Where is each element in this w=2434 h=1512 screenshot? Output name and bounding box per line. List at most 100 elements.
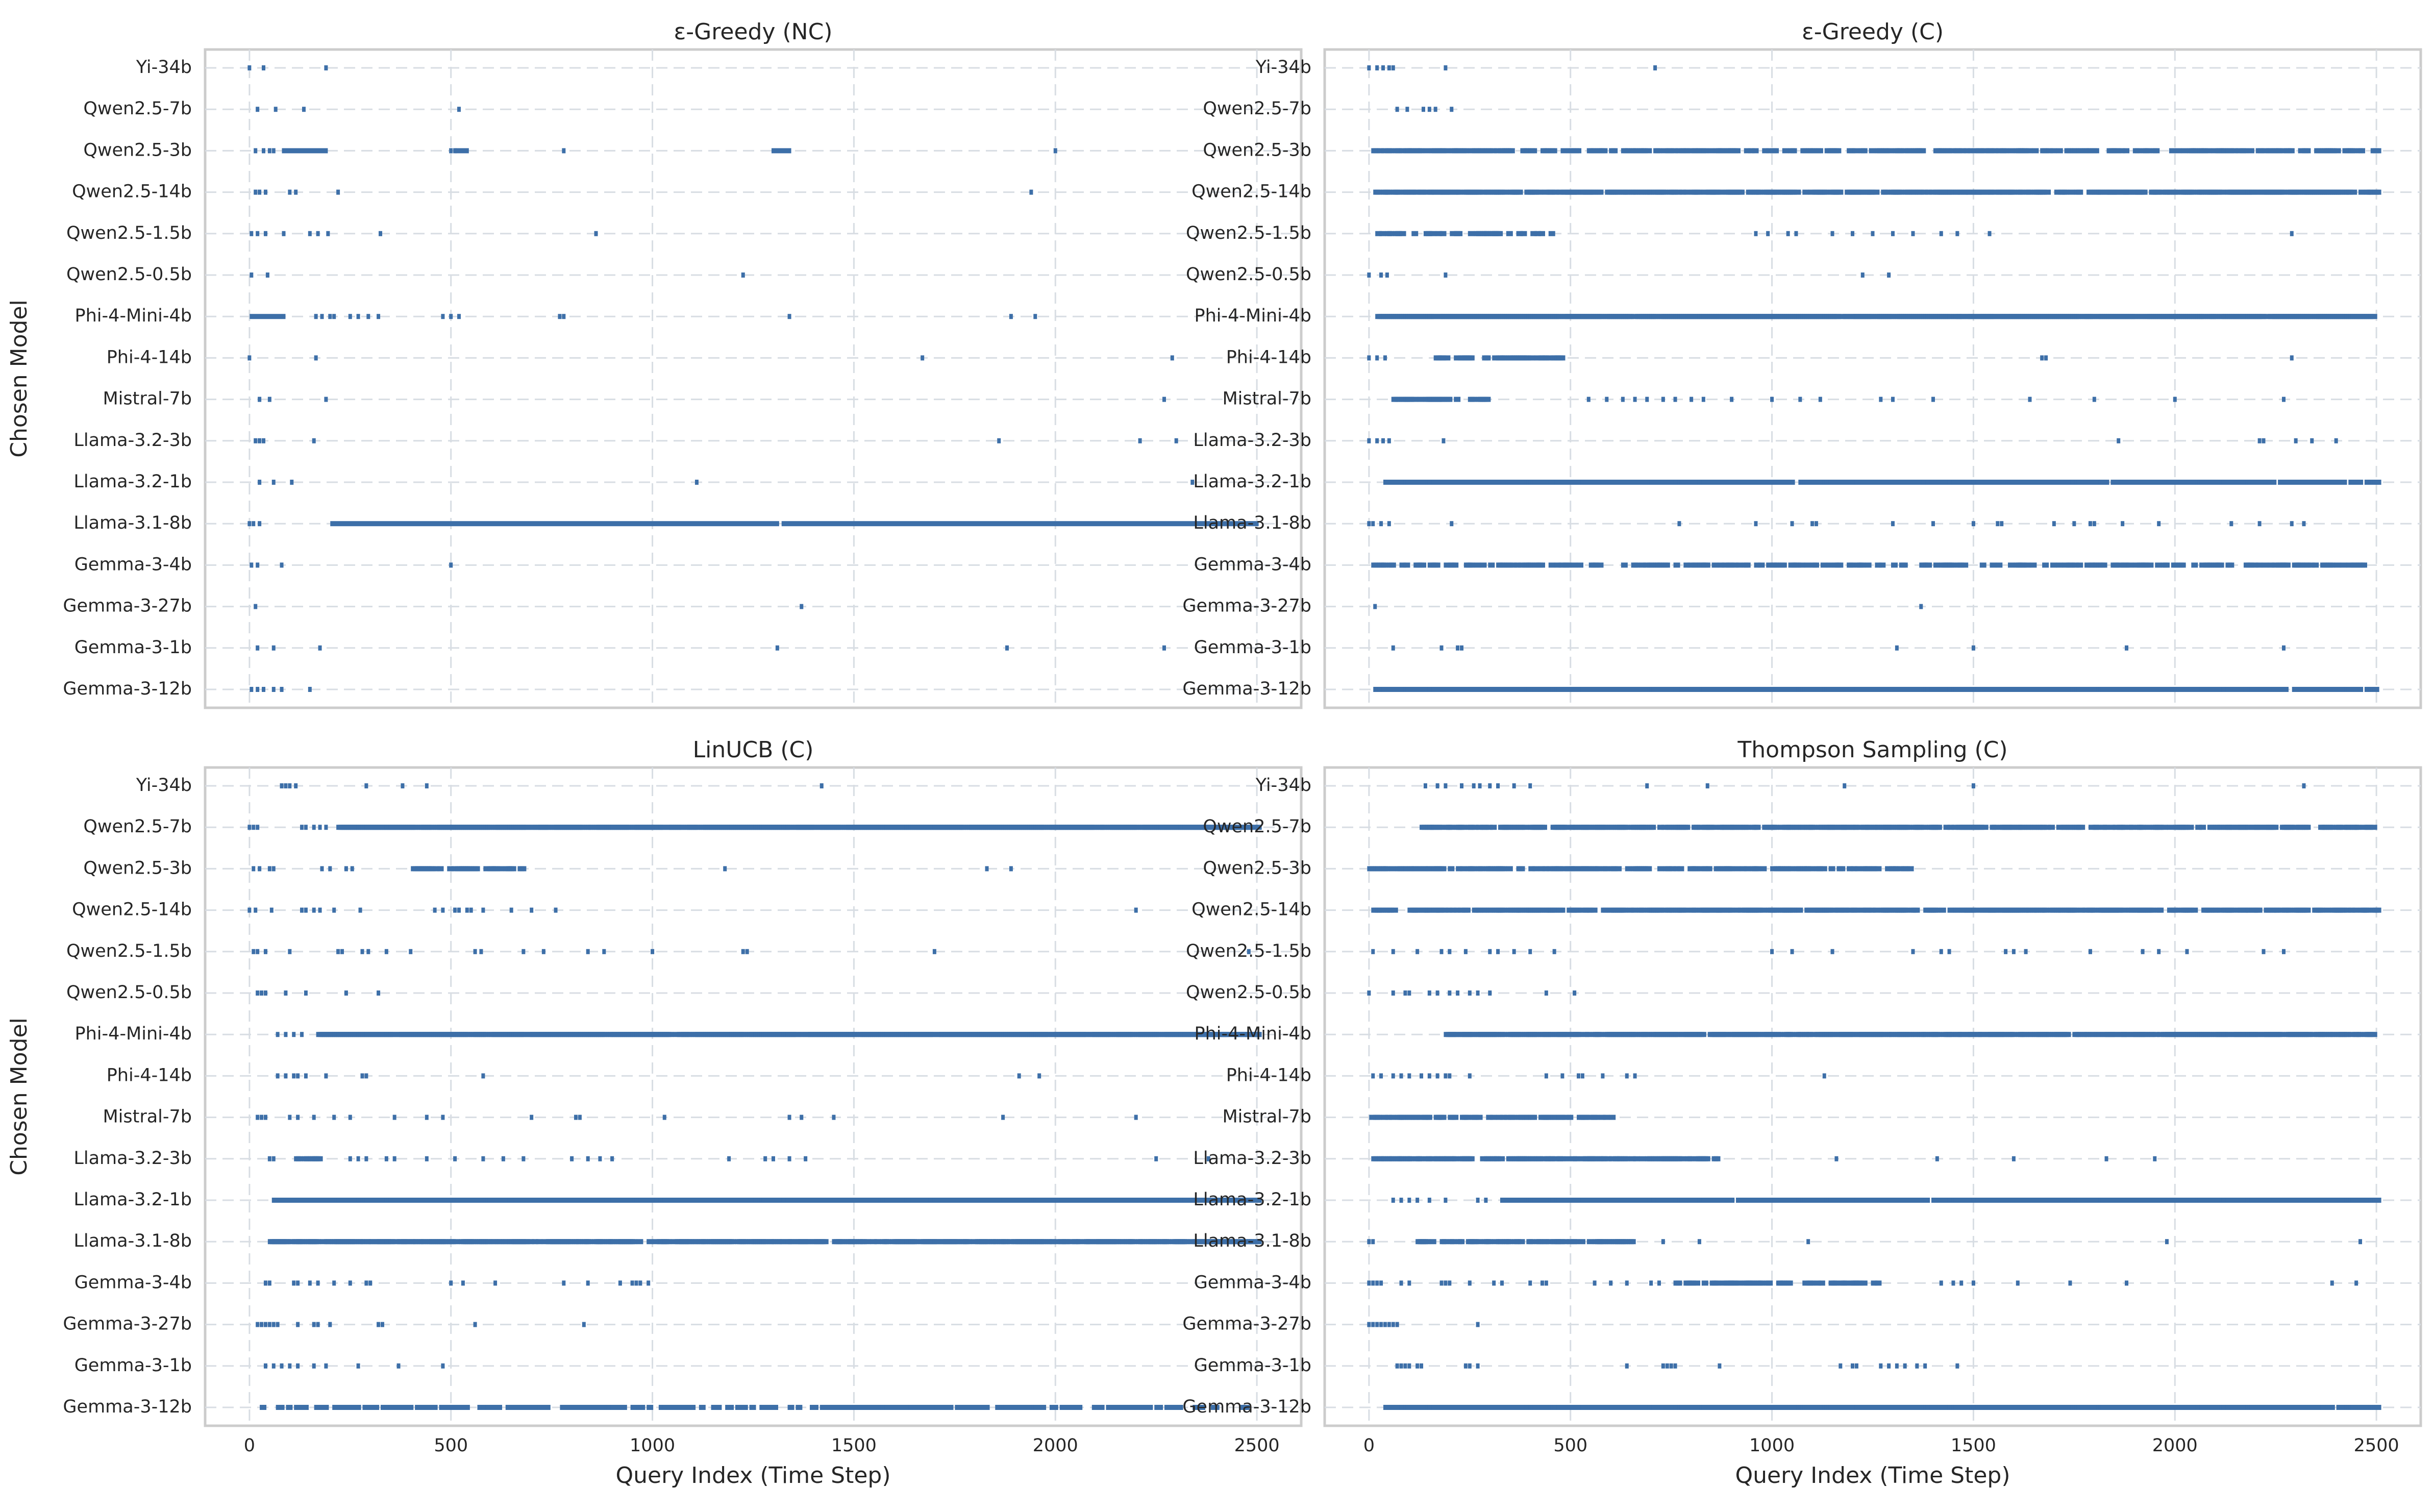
data-point xyxy=(1420,562,1427,568)
data-point xyxy=(267,148,271,154)
data-point xyxy=(2276,148,2283,154)
data-point xyxy=(1478,783,1482,788)
data-point xyxy=(1947,825,1954,830)
data-point xyxy=(366,949,370,954)
panel-thompson-sampling-c: Thompson Sampling (C)Yi-34bQwen2.5-7bQwe… xyxy=(1182,737,2422,1489)
data-point xyxy=(280,1363,284,1369)
data-point xyxy=(2072,521,2076,527)
data-point xyxy=(1514,562,1521,568)
data-point xyxy=(1959,314,1967,319)
data-point xyxy=(1548,189,1555,195)
data-point xyxy=(483,866,490,872)
data-point xyxy=(1667,687,1674,692)
data-point xyxy=(2002,148,2009,154)
series-Qwen2.5-3b xyxy=(254,148,1057,154)
data-point xyxy=(284,990,288,996)
data-point xyxy=(1516,189,1523,195)
y-tick-label: Qwen2.5-0.5b xyxy=(1186,982,1311,1003)
data-point xyxy=(267,1280,271,1286)
data-point xyxy=(2078,825,2085,830)
chart-title: Thompson Sampling (C) xyxy=(1737,737,2007,763)
data-point xyxy=(1597,562,1604,568)
data-point xyxy=(1871,231,1875,236)
data-point xyxy=(1949,148,1956,154)
data-point xyxy=(1423,189,1430,195)
y-tick-label: Yi-34b xyxy=(1255,57,1311,78)
data-point xyxy=(1007,1239,1014,1245)
data-point xyxy=(1891,562,1898,568)
data-point xyxy=(263,1114,267,1120)
data-point xyxy=(399,1405,406,1410)
data-point xyxy=(2026,189,2033,195)
data-point xyxy=(2008,148,2015,154)
data-point xyxy=(694,1198,702,1203)
data-point xyxy=(848,1405,855,1410)
data-point xyxy=(278,1405,285,1410)
data-point xyxy=(1845,825,1852,830)
data-point xyxy=(1389,480,1396,485)
data-point xyxy=(1399,231,1406,236)
data-point xyxy=(2191,562,2198,568)
data-point xyxy=(1482,825,1489,830)
chart-title: ε-Greedy (NC) xyxy=(674,19,833,45)
data-point xyxy=(479,949,483,954)
data-point xyxy=(1754,231,1758,236)
data-point xyxy=(2209,687,2216,692)
data-point xyxy=(822,1239,829,1245)
data-point xyxy=(356,314,360,319)
data-point xyxy=(1393,687,1400,692)
data-point xyxy=(1134,907,1138,913)
data-point xyxy=(2306,687,2313,692)
data-point xyxy=(300,825,304,830)
data-point xyxy=(465,1032,472,1037)
data-point xyxy=(1367,272,1371,278)
data-point xyxy=(304,1156,311,1161)
data-point xyxy=(1518,825,1525,830)
y-tick-label: Gemma-3-12b xyxy=(1182,679,1311,699)
data-point xyxy=(2175,148,2182,154)
data-point xyxy=(1395,107,1399,112)
data-point xyxy=(2346,687,2353,692)
y-axis-label: Chosen Model xyxy=(6,1018,32,1176)
data-point xyxy=(2020,562,2027,568)
data-point xyxy=(852,1032,859,1037)
data-point xyxy=(614,1405,621,1410)
y-tick-label: Gemma-3-4b xyxy=(74,554,192,575)
data-point xyxy=(254,907,258,913)
data-point xyxy=(300,1198,307,1203)
data-point xyxy=(509,866,516,872)
data-point xyxy=(1931,396,1935,402)
data-point xyxy=(1887,687,1894,692)
data-point xyxy=(423,1405,430,1410)
data-point xyxy=(449,314,453,319)
data-point xyxy=(1500,562,1507,568)
data-point xyxy=(1981,148,1989,154)
data-point xyxy=(2189,189,2196,195)
series-Phi-4-14b xyxy=(276,1073,1041,1079)
data-point xyxy=(326,1239,333,1245)
data-point xyxy=(420,1239,428,1245)
data-point xyxy=(256,562,260,568)
data-point xyxy=(269,907,274,913)
data-point xyxy=(2048,825,2055,830)
data-point xyxy=(314,314,318,319)
data-point xyxy=(2173,562,2180,568)
data-point xyxy=(2121,687,2128,692)
data-point xyxy=(925,1198,932,1203)
data-point xyxy=(443,1239,450,1245)
data-point xyxy=(1852,148,1859,154)
data-point xyxy=(384,1156,388,1161)
data-point xyxy=(2298,562,2305,568)
data-point xyxy=(1673,396,1677,402)
data-point xyxy=(1794,562,1801,568)
data-point xyxy=(1556,189,1563,195)
data-point xyxy=(2207,562,2214,568)
data-point xyxy=(1921,189,1928,195)
data-point xyxy=(487,825,494,830)
data-point xyxy=(1534,355,1542,361)
data-point xyxy=(1869,314,1876,319)
data-point xyxy=(316,1280,320,1286)
data-point xyxy=(1957,189,1965,195)
series-Yi-34b xyxy=(1423,783,2306,788)
data-point xyxy=(1947,314,1954,319)
